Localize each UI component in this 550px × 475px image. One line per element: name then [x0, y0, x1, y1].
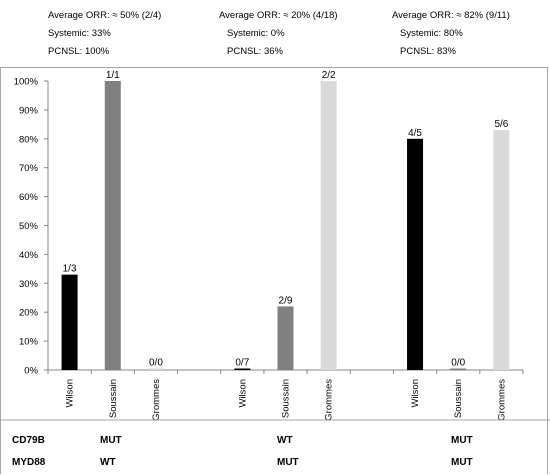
y-tick-label: 80%: [19, 134, 39, 145]
bar-data-label: 2/2: [322, 70, 336, 81]
orr-average: Average ORR: ≈ 82% (9/11): [392, 10, 510, 21]
bar-data-label: 1/3: [63, 264, 77, 275]
orr-pcnsl: PCNSL: 83%: [400, 46, 456, 57]
orr-systemic: Systemic: 80%: [400, 28, 463, 39]
bar-data-label: 4/5: [408, 128, 422, 139]
y-tick-label: 60%: [19, 192, 39, 203]
bar: [450, 368, 467, 370]
x-category-label: Soussain: [108, 379, 119, 418]
bar: [104, 81, 121, 370]
bar: [407, 138, 424, 370]
bar-data-label: 0/0: [451, 358, 465, 369]
bar-data-label: 0/7: [235, 358, 249, 369]
cd79b-status-group-3: MUT: [451, 435, 473, 446]
x-category-label: Wilson: [237, 379, 248, 408]
cd79b-status-group-1: MUT: [100, 435, 122, 446]
y-tick-label: 90%: [19, 105, 39, 116]
orr-pcnsl: PCNSL: 36%: [227, 46, 283, 57]
y-tick-label: 50%: [19, 221, 39, 232]
y-tick-label: 0%: [24, 366, 38, 377]
bar: [234, 368, 251, 370]
y-tick-label: 100%: [14, 77, 39, 88]
y-tick-label: 40%: [19, 250, 39, 261]
x-category-label: Grommes: [151, 379, 162, 421]
bar-data-label: 2/9: [279, 295, 293, 306]
orr-average: Average ORR: ≈ 50% (2/4): [48, 10, 162, 21]
x-category-label: Grommes: [496, 379, 507, 421]
bar-data-label: 1/1: [106, 70, 120, 81]
bar-data-label: 0/0: [149, 358, 163, 369]
row-label-myd88: MYD88: [12, 457, 46, 468]
bar-data-label: 5/6: [494, 119, 508, 130]
y-tick-label: 20%: [19, 308, 39, 319]
myd88-status-group-2: MUT: [277, 457, 299, 468]
x-category-label: Grommes: [324, 379, 335, 421]
x-category-label: Soussain: [453, 379, 464, 418]
orr-systemic: Systemic: 33%: [48, 28, 111, 39]
orr-pcnsl: PCNSL: 100%: [48, 46, 110, 57]
cd79b-status-group-2: WT: [277, 435, 293, 446]
x-category-label: Wilson: [410, 379, 421, 408]
bar: [147, 368, 164, 370]
chart-frame: [0, 67, 548, 474]
x-category-label: Wilson: [65, 379, 76, 408]
orr-average: Average ORR: ≈ 20% (4/18): [219, 10, 338, 21]
orr-systemic: Systemic: 0%: [227, 28, 285, 39]
bar: [493, 130, 510, 370]
x-category-label: Soussain: [281, 379, 292, 418]
myd88-status-group-3: MUT: [451, 457, 473, 468]
y-tick-label: 30%: [19, 279, 39, 290]
y-tick-label: 70%: [19, 163, 39, 174]
bar: [320, 81, 337, 370]
bar: [277, 306, 294, 370]
myd88-status-group-1: WT: [100, 457, 116, 468]
y-tick-label: 10%: [19, 337, 39, 348]
row-label-cd79b: CD79B: [12, 435, 45, 446]
bar: [61, 274, 78, 370]
